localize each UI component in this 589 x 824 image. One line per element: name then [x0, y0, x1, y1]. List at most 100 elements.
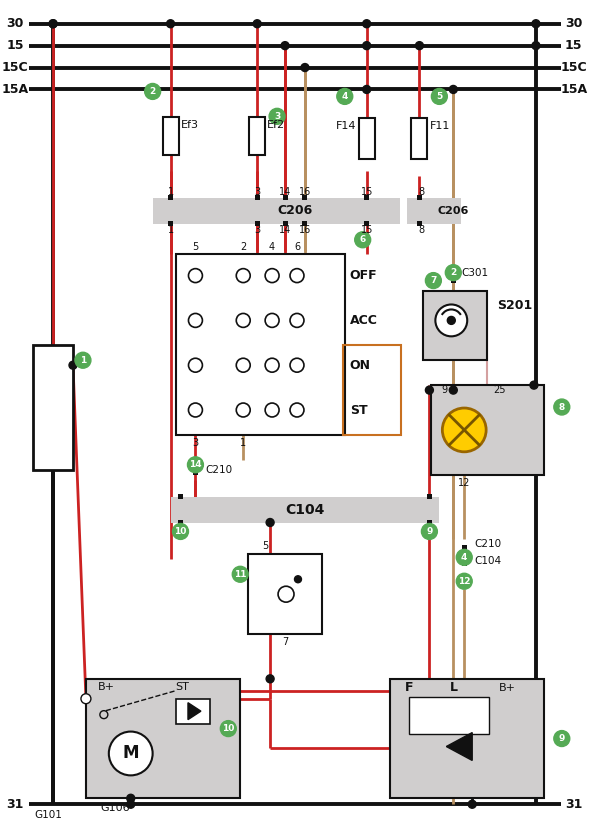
Text: 2: 2 — [150, 87, 155, 96]
Circle shape — [422, 523, 438, 540]
Bar — [254, 195, 260, 200]
Circle shape — [355, 232, 370, 248]
Text: 15: 15 — [6, 39, 24, 52]
Text: 16: 16 — [299, 225, 311, 235]
Circle shape — [468, 800, 476, 808]
Bar — [412, 118, 428, 159]
Polygon shape — [188, 703, 201, 719]
Circle shape — [265, 313, 279, 327]
Text: F11: F11 — [429, 121, 450, 131]
Circle shape — [425, 273, 441, 288]
Circle shape — [188, 403, 203, 417]
Circle shape — [281, 42, 289, 49]
Text: 4: 4 — [342, 92, 348, 101]
Text: ST: ST — [350, 404, 368, 416]
Circle shape — [442, 408, 486, 452]
Circle shape — [363, 20, 370, 28]
Bar — [168, 195, 173, 200]
Circle shape — [532, 42, 540, 49]
Circle shape — [554, 399, 570, 415]
Text: G106: G106 — [101, 803, 131, 813]
Circle shape — [188, 358, 203, 372]
Bar — [171, 497, 439, 522]
Text: C104: C104 — [285, 503, 325, 517]
Text: ACC: ACC — [350, 314, 378, 327]
Circle shape — [445, 265, 461, 281]
Bar — [462, 561, 466, 566]
Text: 7: 7 — [430, 276, 436, 285]
Text: OFF: OFF — [350, 269, 378, 282]
Text: ON: ON — [350, 358, 370, 372]
Text: C210: C210 — [474, 540, 501, 550]
Bar — [248, 555, 322, 634]
Circle shape — [290, 269, 304, 283]
Bar — [193, 471, 198, 475]
Text: 7: 7 — [282, 637, 288, 647]
Text: ST: ST — [176, 681, 190, 692]
Text: L: L — [450, 681, 458, 695]
Circle shape — [301, 63, 309, 72]
Circle shape — [435, 305, 467, 336]
Text: 8: 8 — [418, 187, 425, 197]
Bar — [462, 545, 466, 550]
Circle shape — [49, 20, 57, 28]
Bar — [389, 679, 544, 798]
Circle shape — [415, 42, 423, 49]
Text: 3: 3 — [193, 438, 198, 448]
Text: 2: 2 — [450, 268, 456, 277]
Circle shape — [49, 20, 57, 28]
Text: 14: 14 — [279, 187, 291, 197]
Bar — [359, 118, 375, 159]
Circle shape — [363, 86, 370, 93]
Bar — [303, 195, 307, 200]
Text: 10: 10 — [222, 724, 234, 733]
Bar — [249, 117, 265, 156]
Text: G101: G101 — [34, 810, 62, 820]
Text: C104: C104 — [474, 556, 501, 566]
Bar — [168, 222, 173, 227]
Bar — [178, 520, 183, 525]
Text: 15C: 15C — [561, 61, 587, 74]
Circle shape — [188, 313, 203, 327]
Text: 15A: 15A — [2, 83, 29, 96]
Bar — [33, 345, 73, 470]
Bar — [451, 278, 456, 283]
Circle shape — [266, 675, 274, 683]
Circle shape — [530, 382, 538, 389]
Text: 3: 3 — [254, 225, 260, 235]
Circle shape — [447, 316, 455, 325]
Circle shape — [232, 566, 248, 583]
Circle shape — [456, 550, 472, 565]
Circle shape — [188, 269, 203, 283]
Circle shape — [109, 732, 153, 775]
Circle shape — [265, 269, 279, 283]
Text: 4: 4 — [461, 553, 468, 562]
Bar — [364, 222, 369, 227]
Text: B+: B+ — [98, 681, 115, 692]
Circle shape — [173, 523, 188, 540]
Text: 1: 1 — [167, 187, 174, 197]
Circle shape — [253, 20, 261, 28]
Bar — [427, 494, 432, 499]
Text: 15: 15 — [360, 225, 373, 235]
Text: 12: 12 — [458, 577, 471, 586]
Text: C206: C206 — [277, 204, 313, 218]
Text: 6: 6 — [294, 241, 300, 252]
Text: F14: F14 — [336, 121, 357, 131]
Circle shape — [127, 800, 135, 808]
Text: 15: 15 — [360, 187, 373, 197]
Text: Ef3: Ef3 — [180, 119, 198, 129]
Text: 14: 14 — [279, 225, 291, 235]
Circle shape — [278, 586, 294, 602]
Bar — [409, 697, 489, 733]
Circle shape — [425, 386, 434, 394]
Text: 12: 12 — [458, 478, 471, 488]
Text: 3: 3 — [274, 112, 280, 121]
Bar — [176, 254, 345, 435]
Circle shape — [265, 403, 279, 417]
Bar — [417, 222, 422, 227]
Circle shape — [236, 269, 250, 283]
Text: 1: 1 — [80, 356, 86, 365]
Circle shape — [75, 353, 91, 368]
Circle shape — [81, 694, 91, 704]
